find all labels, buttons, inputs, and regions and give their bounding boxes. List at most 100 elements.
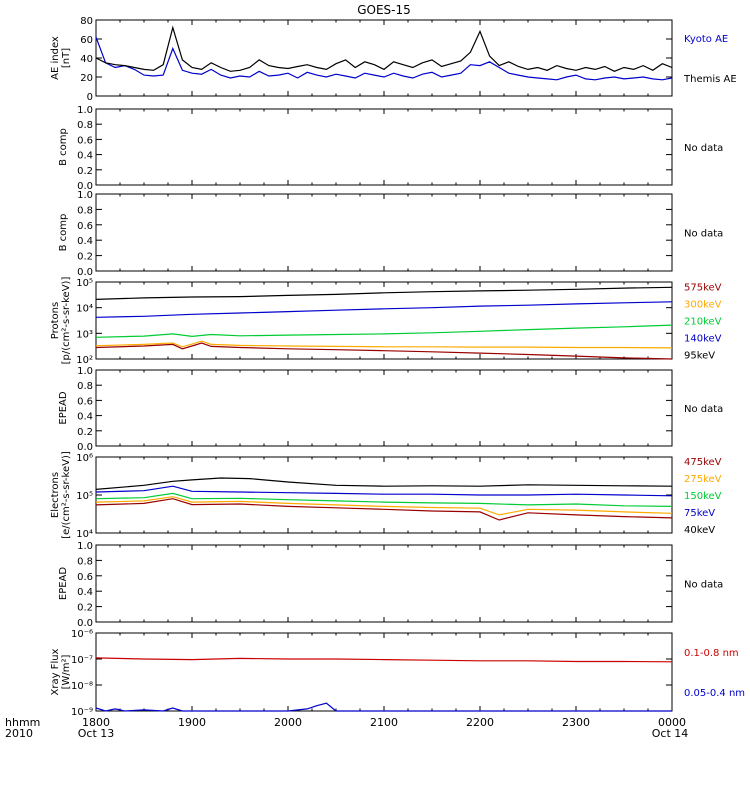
- y-tick-label: 0.2: [77, 166, 93, 177]
- legend-entry: 0.1-0.8 nm: [684, 648, 739, 659]
- y-axis-label: Xray Flux: [50, 648, 61, 695]
- series-line: [95, 657, 673, 663]
- y-tick-label: 10⁴: [76, 304, 93, 315]
- y-axis-label: [nT]: [61, 48, 72, 68]
- y-tick-label: 20: [80, 73, 93, 84]
- x-tick-label: 1800: [82, 716, 110, 729]
- legend-entry: No data: [684, 229, 723, 240]
- y-tick-label: 40: [80, 54, 93, 65]
- y-tick-label: 10²: [76, 355, 93, 366]
- y-tick-label: 0.2: [77, 427, 93, 438]
- legend-entry: 300keV: [684, 300, 722, 311]
- series-line: [95, 324, 673, 338]
- y-tick-label: 0.2: [77, 252, 93, 263]
- plot-panels: 0 20 40 60 80 AE index [nT] Kyoto AE Themis AE 0.…: [50, 16, 745, 718]
- legend-entry: 150keV: [684, 491, 722, 502]
- legend-entry: Kyoto AE: [684, 34, 728, 45]
- panel-b1: 0.0 0.2 0.4 0.6 0.8 1.0 B comp No data: [58, 105, 723, 192]
- legend-entry: No data: [684, 404, 723, 415]
- y-tick-label: 0.8: [77, 381, 93, 392]
- series-line: [95, 36, 673, 81]
- y-axis-label: Protons: [50, 302, 61, 339]
- y-axis-label: EPEAD: [58, 391, 69, 425]
- y-tick-label: 1.0: [77, 541, 93, 552]
- x-tick-label: 0000: [658, 716, 686, 729]
- y-tick-label: 10³: [76, 329, 93, 340]
- series-line: [95, 301, 673, 318]
- y-tick-label: 0.4: [77, 412, 93, 423]
- y-tick-label: 0.0: [77, 442, 93, 453]
- y-tick-label: 0.6: [77, 221, 93, 232]
- legend-entry: Themis AE: [683, 74, 737, 85]
- y-axis-label: AE index: [50, 36, 61, 80]
- series-line: [95, 340, 673, 349]
- legend-entry: 95keV: [684, 351, 715, 362]
- panel-epead1: 0.0 0.2 0.4 0.6 0.8 1.0 EPEAD No data: [58, 366, 723, 453]
- y-tick-label: 10⁻⁷: [71, 655, 93, 666]
- y-axis-label: [e/(cm²-s-sr-keV)]: [61, 451, 72, 539]
- panel-ae: 0 20 40 60 80 AE index [nT] Kyoto AE Themis AE: [50, 16, 737, 103]
- legend-entry: 140keV: [684, 334, 722, 345]
- legend-entry: 75keV: [684, 508, 715, 519]
- legend-entry: No data: [684, 143, 723, 154]
- y-tick-label: 1.0: [77, 190, 93, 201]
- y-tick-label: 0.8: [77, 556, 93, 567]
- x-tick-label: 2200: [466, 716, 494, 729]
- legend-entry: 210keV: [684, 317, 722, 328]
- y-tick-label: 10⁵: [76, 491, 93, 502]
- series-line: [95, 702, 672, 712]
- legend-entry: 475keV: [684, 457, 722, 468]
- y-tick-label: 0.0: [77, 181, 93, 192]
- y-tick-label: 10⁻⁶: [71, 629, 93, 640]
- y-tick-label: 0.8: [77, 120, 93, 131]
- chart-title: GOES-15: [357, 3, 411, 17]
- y-tick-label: 0.4: [77, 151, 93, 162]
- y-tick-label: 0.0: [77, 618, 93, 629]
- y-axis-label: [p/(cm²-s-sr-keV)]: [61, 277, 72, 365]
- legend-entry: No data: [684, 580, 723, 591]
- y-tick-label: 0.4: [77, 587, 93, 598]
- legend-entry: 275keV: [684, 474, 722, 485]
- panel-epead2: 0.0 0.2 0.4 0.6 0.8 1.0 EPEAD No data: [58, 541, 723, 629]
- y-tick-label: 0.6: [77, 396, 93, 407]
- y-tick-label: 1.0: [77, 366, 93, 377]
- panel-xray: 10⁻⁹ 10⁻⁸ 10⁻⁷ 10⁻⁶ Xray Flux [W/m²] 0.1-0.8 n…: [50, 629, 745, 718]
- y-tick-label: 0.4: [77, 236, 93, 247]
- y-tick-label: 0.2: [77, 603, 93, 614]
- series-line: [95, 477, 673, 490]
- y-axis-label: B comp: [58, 128, 69, 166]
- corner-label-hhmm: hhmm: [5, 716, 40, 729]
- series-line: [95, 25, 673, 72]
- series-line: [95, 342, 673, 360]
- series-line: [95, 286, 673, 300]
- corner-label-year: 2010: [5, 727, 33, 740]
- y-axis-label: Electrons: [50, 472, 61, 518]
- x-start-date: Oct 13: [78, 727, 115, 740]
- y-tick-label: 60: [80, 35, 93, 46]
- y-axis-label: B comp: [58, 214, 69, 252]
- y-tick-label: 0.0: [77, 267, 93, 278]
- y-tick-label: 10⁶: [76, 453, 93, 464]
- x-tick-label: 2100: [370, 716, 398, 729]
- y-axis-label: EPEAD: [58, 567, 69, 601]
- panel-electrons: 10⁴ 10⁵ 10⁶ Electrons [e/(cm²-s-sr-keV)] 475k…: [50, 451, 722, 540]
- y-tick-label: 0.8: [77, 205, 93, 216]
- y-tick-label: 0.6: [77, 135, 93, 146]
- y-tick-label: 10⁻⁸: [71, 681, 93, 692]
- series-line: [95, 498, 673, 521]
- x-tick-label: 2000: [274, 716, 302, 729]
- panel-protons: 10² 10³ 10⁴ 10⁵ Protons [p/(cm²-s-sr-keV)] 575…: [50, 277, 722, 366]
- series-line: [95, 496, 673, 516]
- y-axis-label: [W/m²]: [61, 654, 72, 689]
- y-tick-label: 10⁴: [76, 529, 93, 540]
- legend-entry: 575keV: [684, 283, 722, 294]
- y-tick-label: 0.6: [77, 572, 93, 583]
- y-tick-label: 0: [87, 92, 93, 103]
- time-axis: hhmm 2010 Oct 13 Oct 14 1800 1900 2000 2100…: [5, 716, 688, 740]
- series-line: [95, 492, 673, 507]
- y-tick-label: 1.0: [77, 105, 93, 116]
- x-end-date: Oct 14: [652, 727, 689, 740]
- series-line: [95, 485, 673, 497]
